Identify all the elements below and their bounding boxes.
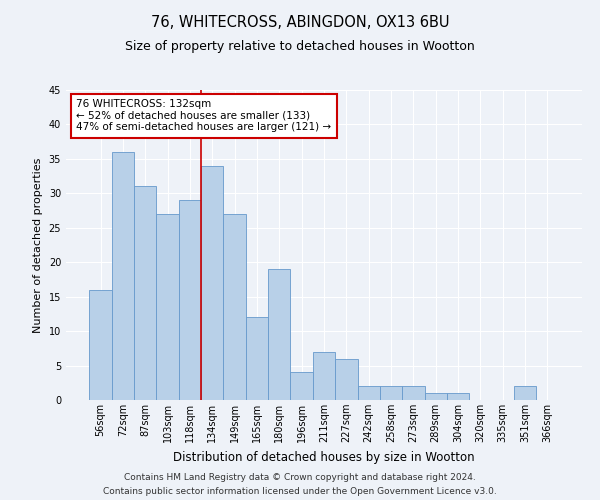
Text: Contains HM Land Registry data © Crown copyright and database right 2024.: Contains HM Land Registry data © Crown c…: [124, 472, 476, 482]
Text: 76, WHITECROSS, ABINGDON, OX13 6BU: 76, WHITECROSS, ABINGDON, OX13 6BU: [151, 15, 449, 30]
Bar: [157, 214, 179, 400]
Bar: [313, 352, 335, 400]
Bar: [134, 186, 157, 400]
Text: Size of property relative to detached houses in Wootton: Size of property relative to detached ho…: [125, 40, 475, 53]
Bar: [268, 269, 290, 400]
Bar: [380, 386, 402, 400]
Bar: [290, 372, 313, 400]
Bar: [335, 358, 358, 400]
Bar: [112, 152, 134, 400]
Bar: [179, 200, 201, 400]
Text: Contains public sector information licensed under the Open Government Licence v3: Contains public sector information licen…: [103, 488, 497, 496]
Bar: [402, 386, 425, 400]
Bar: [223, 214, 246, 400]
X-axis label: Distribution of detached houses by size in Wootton: Distribution of detached houses by size …: [173, 450, 475, 464]
Bar: [89, 290, 112, 400]
Text: 76 WHITECROSS: 132sqm
← 52% of detached houses are smaller (133)
47% of semi-det: 76 WHITECROSS: 132sqm ← 52% of detached …: [76, 100, 331, 132]
Bar: [201, 166, 223, 400]
Bar: [358, 386, 380, 400]
Bar: [447, 393, 469, 400]
Bar: [425, 393, 447, 400]
Y-axis label: Number of detached properties: Number of detached properties: [33, 158, 43, 332]
Bar: [514, 386, 536, 400]
Bar: [246, 318, 268, 400]
